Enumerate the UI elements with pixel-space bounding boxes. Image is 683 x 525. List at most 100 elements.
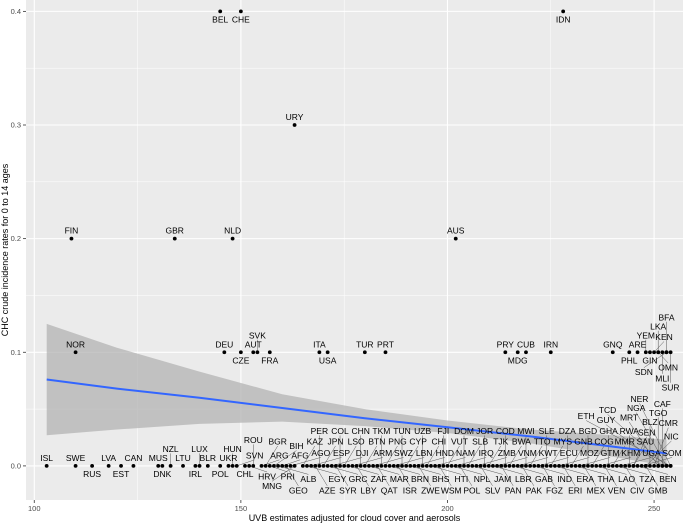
leader-btn xyxy=(364,445,378,467)
label-mys: MYS xyxy=(554,436,573,446)
label-ind: IND xyxy=(557,474,572,484)
leader-sdn xyxy=(643,352,667,368)
point-are xyxy=(635,350,640,355)
label-wsm: WSM xyxy=(441,485,462,495)
x-tick-label: 150 xyxy=(235,504,248,513)
label-chi: CHI xyxy=(431,436,446,446)
label-afg: AFG xyxy=(291,450,308,460)
leader-pak xyxy=(521,465,535,486)
point-lby xyxy=(354,464,359,468)
point-alb xyxy=(276,464,280,468)
point-png xyxy=(383,464,388,468)
label-nld: NLD xyxy=(224,226,241,236)
point-ven xyxy=(602,464,607,468)
point-arm xyxy=(350,464,355,468)
point-som xyxy=(639,464,644,468)
label-eth: ETH xyxy=(578,411,595,421)
point-slv xyxy=(478,464,483,468)
label-eri: ERI xyxy=(568,485,582,495)
label-cze: CZE xyxy=(232,355,249,365)
label-cog: COG xyxy=(594,436,613,446)
point-pol xyxy=(218,464,223,468)
label-bgr: BGR xyxy=(268,436,286,446)
point-ben xyxy=(635,464,640,468)
label-qat: QAT xyxy=(381,485,398,495)
label-sle: SLE xyxy=(539,426,555,436)
label-nzl: NZL xyxy=(163,444,179,454)
label-alb: ALB xyxy=(300,474,316,484)
point-ago xyxy=(288,464,293,468)
label-lao: LAO xyxy=(618,474,635,484)
point-cze xyxy=(238,350,243,355)
y-tick-label: 0.4 xyxy=(11,7,21,16)
y-tick-label: 0.1 xyxy=(11,348,21,357)
point-hti xyxy=(429,464,433,468)
label-aut: AUT xyxy=(245,339,262,349)
point-jor xyxy=(482,464,487,468)
leader-omn xyxy=(658,352,669,364)
point-brn xyxy=(387,464,392,468)
point-fra xyxy=(267,350,272,355)
label-kaz: KAZ xyxy=(307,436,324,446)
leader-jpn xyxy=(323,445,336,467)
label-col: COL xyxy=(331,426,349,436)
point-lka xyxy=(656,350,661,355)
label-isl: ISL xyxy=(40,453,53,463)
leader-sen xyxy=(633,436,647,467)
point-fin xyxy=(69,236,74,241)
label-yem: YEM xyxy=(637,330,655,340)
leader-mys xyxy=(550,445,563,467)
point-qat xyxy=(375,464,380,468)
point-lva xyxy=(106,464,111,468)
label-gin: GIN xyxy=(642,355,657,365)
point-usa xyxy=(325,350,330,355)
label-prt: PRT xyxy=(377,339,394,349)
point-jpn xyxy=(321,464,326,468)
gridlines xyxy=(26,0,683,500)
label-svn: SVN xyxy=(246,450,263,460)
leader-slv xyxy=(480,465,493,486)
leader-tcd xyxy=(607,414,667,467)
y-tick-label: 0.2 xyxy=(11,234,21,243)
label-blr: BLR xyxy=(200,453,217,463)
point-isl xyxy=(44,464,49,468)
label-per: PER xyxy=(311,426,328,436)
label-bwa: BWA xyxy=(512,436,531,446)
label-gnq: GNQ xyxy=(603,339,623,349)
label-pri: PRI xyxy=(281,472,295,482)
point-blz xyxy=(648,464,652,468)
leader-nga xyxy=(636,412,667,467)
label-pak: PAK xyxy=(526,485,543,495)
label-jpn: JPN xyxy=(327,436,343,446)
label-dji: DJI xyxy=(356,448,369,458)
label-nam: NAM xyxy=(456,448,475,458)
point-bih xyxy=(272,464,276,468)
y-tick-label: 0.0 xyxy=(11,462,21,471)
label-npl: NPL xyxy=(474,474,491,484)
label-est: EST xyxy=(113,469,130,479)
label-grc: GRC xyxy=(349,474,368,484)
label-tha: THA xyxy=(597,474,614,484)
point-irl xyxy=(193,464,198,468)
label-hti: HTI xyxy=(454,474,468,484)
label-tur: TUR xyxy=(356,339,373,349)
label-tgo: TGO xyxy=(649,408,668,418)
point-geo xyxy=(284,464,289,468)
label-mrt: MRT xyxy=(620,412,638,422)
point-mys xyxy=(548,464,553,468)
leader-mmr xyxy=(612,445,625,467)
leader-isr xyxy=(397,465,411,486)
label-ven: VEN xyxy=(608,485,625,495)
leader-wsm xyxy=(438,465,452,486)
label-nor: NOR xyxy=(66,339,85,349)
point-cub xyxy=(524,350,528,355)
point-cyp xyxy=(404,464,409,468)
label-hun: HUN xyxy=(223,444,241,454)
label-idn: IDN xyxy=(556,14,571,24)
label-moz: MOZ xyxy=(580,448,599,458)
leader-bih xyxy=(273,450,297,467)
point-lux xyxy=(197,464,202,468)
point-cod xyxy=(503,464,508,468)
data-points xyxy=(44,9,673,468)
